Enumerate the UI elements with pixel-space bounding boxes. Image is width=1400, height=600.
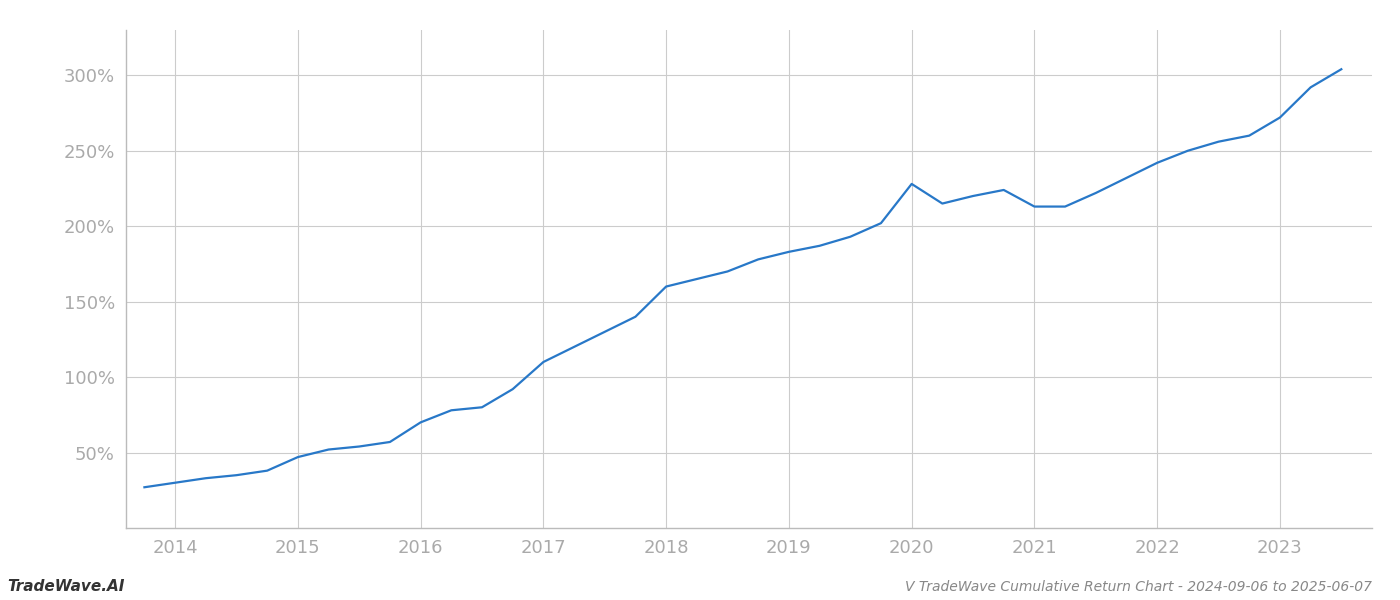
Text: TradeWave.AI: TradeWave.AI (7, 579, 125, 594)
Text: V TradeWave Cumulative Return Chart - 2024-09-06 to 2025-06-07: V TradeWave Cumulative Return Chart - 20… (904, 580, 1372, 594)
